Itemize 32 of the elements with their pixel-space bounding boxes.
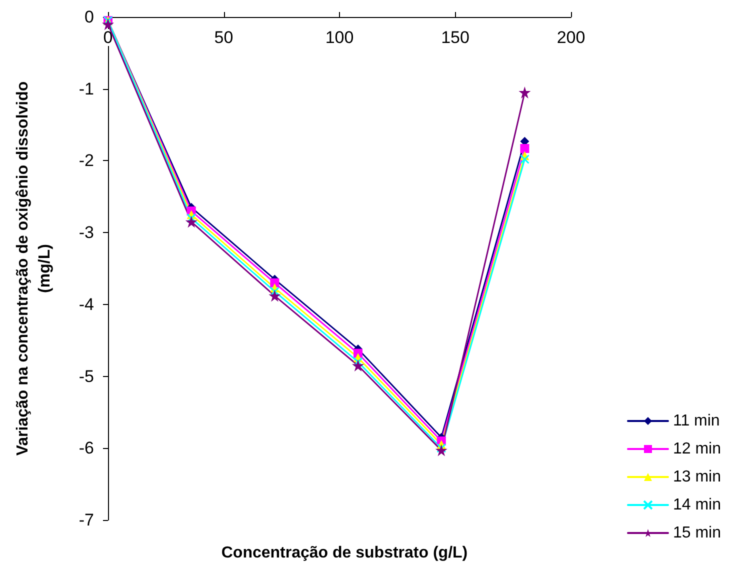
y-axis-title: Variação na concentração de oxigênio dissolvido (mg/L) bbox=[14, 81, 54, 456]
y-tick-label: -6 bbox=[78, 438, 94, 458]
y-tick-label: -2 bbox=[78, 151, 94, 170]
point bbox=[436, 443, 446, 453]
x-tick-label: 200 bbox=[556, 28, 586, 47]
x-tick-label: 50 bbox=[214, 28, 234, 47]
point bbox=[353, 357, 363, 367]
point bbox=[518, 86, 531, 98]
y-tick-label: -4 bbox=[78, 294, 94, 314]
legend-label: 13 min bbox=[672, 468, 722, 486]
x-tick-label: 150 bbox=[441, 28, 470, 47]
point bbox=[102, 18, 114, 30]
legend-label: 15 min bbox=[672, 524, 722, 542]
point bbox=[268, 290, 281, 302]
point bbox=[520, 144, 530, 153]
y-tick-label: -1 bbox=[78, 79, 94, 98]
point bbox=[186, 213, 196, 223]
y-tick-label: -7 bbox=[78, 510, 94, 530]
point bbox=[435, 444, 448, 456]
point bbox=[185, 216, 198, 228]
y-tick-label: -3 bbox=[78, 223, 94, 242]
x-axis-title: Concentração de substrato (g/L) bbox=[221, 544, 468, 562]
y-tick-label: -5 bbox=[78, 366, 94, 386]
x-tick-label: 0 bbox=[103, 28, 113, 47]
x-tick-label: 100 bbox=[325, 28, 354, 47]
point bbox=[270, 286, 280, 296]
legend-label: 14 min bbox=[672, 496, 722, 514]
legend-label: 12 min bbox=[672, 440, 722, 458]
y-tick-label: 0 bbox=[84, 8, 94, 26]
point bbox=[352, 360, 364, 372]
point bbox=[520, 154, 530, 164]
legend-label: 11 min bbox=[672, 412, 720, 430]
